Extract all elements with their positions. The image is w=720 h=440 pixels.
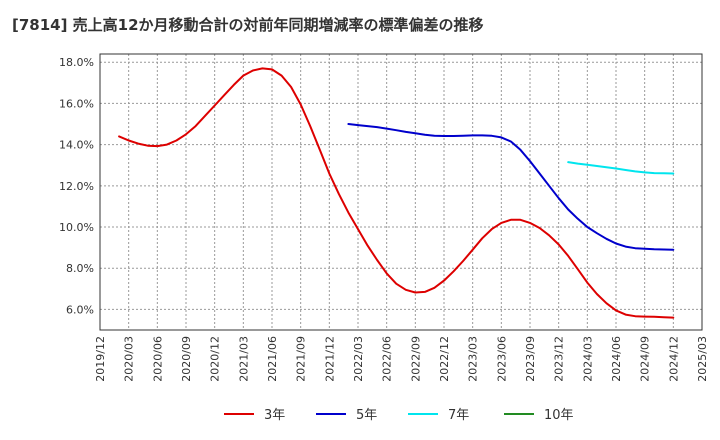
x-tick-label: 2022/09: [409, 336, 422, 382]
x-tick-label: 2019/12: [94, 336, 107, 382]
x-tick-label: 2023/06: [495, 336, 508, 382]
legend-label: 3年: [264, 408, 285, 423]
x-tick-label: 2024/09: [639, 336, 652, 382]
legend: 3年 5年 7年 10年: [224, 408, 574, 423]
y-axis-ticks: 6.0% 8.0% 10.0% 12.0% 14.0% 16.0% 18.0%: [59, 56, 94, 316]
x-tick-label: 2021/12: [323, 336, 336, 382]
y-tick-label: 14.0%: [59, 139, 94, 152]
series-line-3年: [118, 67, 675, 319]
x-tick-label: 2025/03: [696, 336, 709, 382]
y-tick-label: 8.0%: [66, 262, 94, 275]
x-tick-label: 2022/06: [381, 336, 394, 382]
series-lines: [118, 67, 675, 319]
x-tick-label: 2024/12: [667, 336, 680, 382]
x-tick-label: 2020/06: [151, 336, 164, 382]
chart-title: [7814] 売上高12か月移動合計の対前年同期増減率の標準偏差の推移: [12, 16, 484, 34]
y-tick-label: 16.0%: [59, 97, 94, 110]
x-tick-label: 2023/09: [524, 336, 537, 382]
plot-area-frame: [99, 53, 703, 331]
x-tick-label: 2023/12: [553, 336, 566, 382]
x-tick-label: 2022/03: [352, 336, 365, 382]
x-tick-label: 2023/03: [467, 336, 480, 382]
y-tick-label: 6.0%: [66, 303, 94, 316]
x-tick-label: 2021/06: [266, 336, 279, 382]
x-tick-label: 2024/03: [581, 336, 594, 382]
x-tick-label: 2021/09: [295, 336, 308, 382]
legend-label: 5年: [356, 408, 377, 423]
x-tick-label: 2022/12: [438, 336, 451, 382]
x-tick-label: 2024/06: [610, 336, 623, 382]
grid: [99, 54, 703, 330]
x-tick-label: 2020/03: [123, 336, 136, 382]
series-line-5年: [347, 123, 675, 251]
x-tick-label: 2020/09: [180, 336, 193, 382]
legend-label: 7年: [448, 408, 469, 423]
x-axis-ticks: 2019/12 2020/03 2020/06 2020/09 2020/12 2021/…: [94, 336, 709, 382]
x-tick-label: 2021/03: [237, 336, 250, 382]
series-line-7年: [567, 161, 675, 175]
y-tick-label: 10.0%: [59, 221, 94, 234]
y-tick-label: 18.0%: [59, 56, 94, 69]
y-tick-label: 12.0%: [59, 180, 94, 193]
x-tick-label: 2020/12: [209, 336, 222, 382]
legend-label: 10年: [544, 408, 574, 423]
